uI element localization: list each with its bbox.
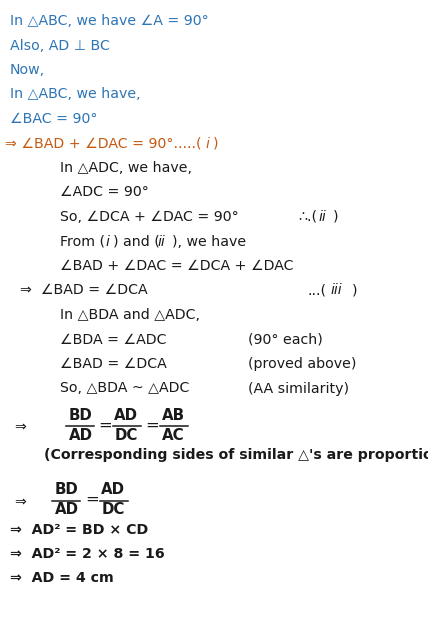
Text: ⇒  AD² = 2 × 8 = 16: ⇒ AD² = 2 × 8 = 16 bbox=[10, 547, 165, 561]
Text: In △ABC, we have ∠A = 90°: In △ABC, we have ∠A = 90° bbox=[10, 14, 209, 28]
Text: ∴.(: ∴.( bbox=[298, 210, 317, 224]
Text: ⇒  AD² = BD × CD: ⇒ AD² = BD × CD bbox=[10, 522, 148, 537]
Text: From (: From ( bbox=[60, 235, 105, 248]
Text: ii: ii bbox=[158, 235, 166, 248]
Text: ...(: ...( bbox=[308, 283, 327, 298]
Text: (Corresponding sides of similar △'s are proportional): (Corresponding sides of similar △'s are … bbox=[44, 448, 428, 462]
Text: =: = bbox=[145, 417, 159, 432]
Text: AB: AB bbox=[162, 408, 185, 423]
Text: In △ABC, we have,: In △ABC, we have, bbox=[10, 87, 141, 102]
Text: AD: AD bbox=[55, 502, 79, 517]
Text: =: = bbox=[98, 417, 112, 432]
Text: ) and (: ) and ( bbox=[113, 235, 160, 248]
Text: DC: DC bbox=[102, 502, 125, 517]
Text: ∠ADC = 90°: ∠ADC = 90° bbox=[60, 185, 149, 200]
Text: AD: AD bbox=[69, 428, 93, 443]
Text: ⇒  AD = 4 cm: ⇒ AD = 4 cm bbox=[10, 572, 114, 585]
Text: ⇒ ∠BAD + ∠DAC = 90°.....(: ⇒ ∠BAD + ∠DAC = 90°.....( bbox=[5, 137, 202, 150]
Text: ∠BAD = ∠DCA: ∠BAD = ∠DCA bbox=[60, 357, 167, 371]
Text: iii: iii bbox=[331, 283, 343, 298]
Text: ): ) bbox=[213, 137, 219, 150]
Text: i: i bbox=[106, 235, 110, 248]
Text: ⇒: ⇒ bbox=[14, 420, 26, 434]
Text: DC: DC bbox=[115, 428, 138, 443]
Text: ⇒: ⇒ bbox=[14, 494, 26, 509]
Text: ): ) bbox=[352, 283, 357, 298]
Text: ), we have: ), we have bbox=[172, 235, 246, 248]
Text: AD: AD bbox=[101, 482, 125, 497]
Text: ): ) bbox=[333, 210, 339, 224]
Text: BD: BD bbox=[55, 482, 79, 497]
Text: AD: AD bbox=[114, 408, 138, 423]
Text: Now,: Now, bbox=[10, 63, 45, 77]
Text: ii: ii bbox=[319, 210, 327, 224]
Text: (AA similarity): (AA similarity) bbox=[248, 381, 349, 396]
Text: (90° each): (90° each) bbox=[248, 333, 323, 346]
Text: (proved above): (proved above) bbox=[248, 357, 357, 371]
Text: In △ADC, we have,: In △ADC, we have, bbox=[60, 161, 192, 175]
Text: So, △BDA ~ △ADC: So, △BDA ~ △ADC bbox=[60, 381, 189, 396]
Text: ∠BAC = 90°: ∠BAC = 90° bbox=[10, 112, 98, 126]
Text: BD: BD bbox=[69, 408, 93, 423]
Text: ⇒  ∠BAD = ∠DCA: ⇒ ∠BAD = ∠DCA bbox=[20, 283, 148, 298]
Text: Also, AD ⊥ BC: Also, AD ⊥ BC bbox=[10, 39, 110, 52]
Text: i: i bbox=[206, 137, 210, 150]
Text: So, ∠DCA + ∠DAC = 90°: So, ∠DCA + ∠DAC = 90° bbox=[60, 210, 239, 224]
Text: ∠BAD + ∠DAC = ∠DCA + ∠DAC: ∠BAD + ∠DAC = ∠DCA + ∠DAC bbox=[60, 259, 294, 273]
Text: AC: AC bbox=[162, 428, 184, 443]
Text: ∠BDA = ∠ADC: ∠BDA = ∠ADC bbox=[60, 333, 166, 346]
Text: =: = bbox=[85, 492, 99, 507]
Text: In △BDA and △ADC,: In △BDA and △ADC, bbox=[60, 308, 200, 322]
